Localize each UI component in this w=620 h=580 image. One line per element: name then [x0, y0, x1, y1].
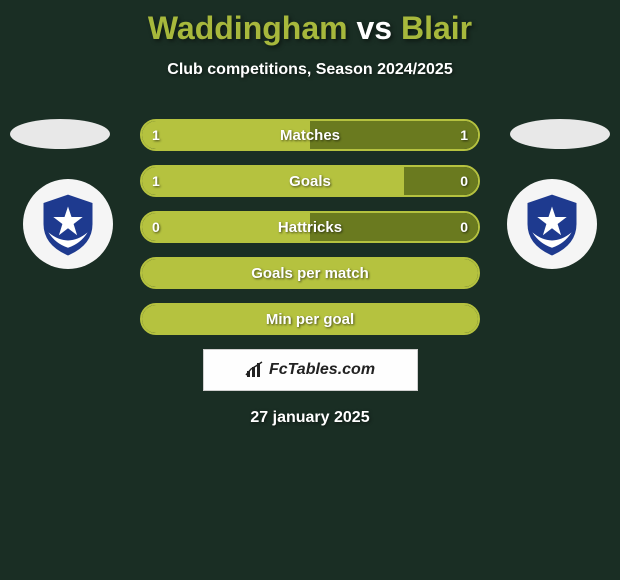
comparison-chart: 1 1 Matches 1 0 Goals 0 0 Hattricks Goals per mat… — [0, 119, 620, 427]
stat-row: 1 0 Goals — [140, 165, 480, 197]
stat-row: Goals per match — [140, 257, 480, 289]
title-player2: Blair — [401, 10, 472, 46]
title-vs: vs — [348, 10, 401, 46]
stat-label: Goals per match — [251, 265, 369, 282]
subtitle: Club competitions, Season 2024/2025 — [0, 61, 620, 79]
stat-value-right: 0 — [460, 173, 468, 189]
stat-value-left: 1 — [152, 173, 160, 189]
stat-row: 0 0 Hattricks — [140, 211, 480, 243]
stat-rows: 1 1 Matches 1 0 Goals 0 0 Hattricks Goals per mat… — [140, 119, 480, 335]
stat-row: 1 1 Matches — [140, 119, 480, 151]
brand-box: FcTables.com — [203, 349, 418, 391]
shield-star-icon — [33, 189, 103, 259]
page-title: Waddingham vs Blair — [0, 0, 620, 47]
bar-chart-icon — [245, 361, 267, 379]
title-player1: Waddingham — [148, 10, 348, 46]
player2-club-badge — [507, 179, 597, 269]
stat-row: Min per goal — [140, 303, 480, 335]
stat-value-left: 1 — [152, 127, 160, 143]
stat-label: Min per goal — [266, 311, 354, 328]
brand-text: FcTables.com — [269, 361, 375, 379]
stat-value-left: 0 — [152, 219, 160, 235]
stat-value-right: 0 — [460, 219, 468, 235]
stat-label: Goals — [289, 173, 331, 190]
stat-fill-left — [142, 167, 404, 195]
shield-star-icon — [517, 189, 587, 259]
stat-label: Hattricks — [278, 219, 342, 236]
date-label: 27 january 2025 — [0, 409, 620, 427]
brand-label: FcTables.com — [245, 361, 375, 379]
stat-label: Matches — [280, 127, 340, 144]
stat-value-right: 1 — [460, 127, 468, 143]
player2-avatar-placeholder — [510, 119, 610, 149]
player1-avatar-placeholder — [10, 119, 110, 149]
player1-club-badge — [23, 179, 113, 269]
